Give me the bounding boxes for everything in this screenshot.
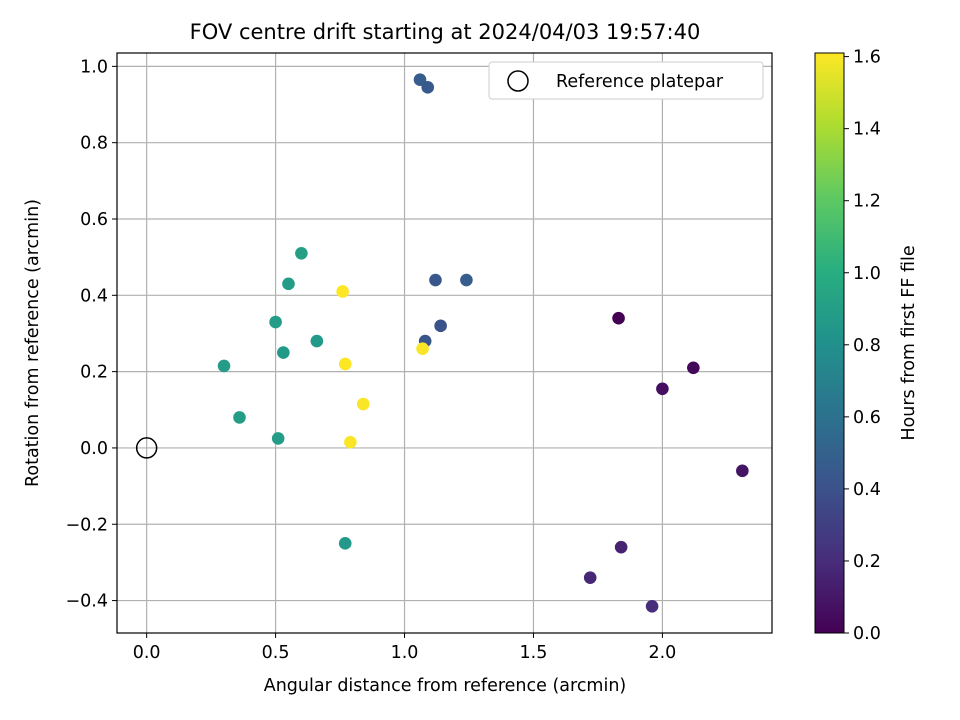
data-point — [338, 357, 352, 371]
colorbar-gradient — [814, 52, 845, 634]
colorbar-tick-label: 0.4 — [853, 480, 881, 500]
colorbar-label: Hours from first FF file — [899, 245, 919, 440]
data-point — [583, 571, 597, 584]
legend-reference-marker — [507, 70, 529, 92]
scatter-points — [135, 73, 749, 613]
x-axis-ticks: 0.0 0.5 1.0 1.5 2.0 — [133, 633, 676, 663]
data-point — [217, 359, 231, 373]
y-tick-label: 0.2 — [80, 363, 108, 383]
chart-title: FOV centre drift starting at 2024/04/03 … — [190, 20, 701, 44]
colorbar-ticks: 0.0 0.2 0.4 0.6 0.8 1.0 1.2 1.4 1.6 — [844, 48, 881, 644]
colorbar-tick-label: 0.0 — [853, 624, 881, 644]
data-point — [736, 464, 749, 478]
data-point — [271, 432, 285, 445]
x-tick-label: 0.0 — [133, 643, 161, 663]
y-tick-label: −0.2 — [66, 515, 109, 535]
plot-frame — [116, 52, 773, 634]
y-tick-label: 0.4 — [80, 286, 108, 306]
x-tick-label: 2.0 — [648, 643, 676, 663]
y-tick-label: 0.8 — [80, 134, 108, 154]
data-point — [413, 73, 427, 87]
y-tick-label: 0.6 — [80, 210, 108, 230]
colorbar-tick-label: 1.0 — [853, 264, 881, 284]
data-point — [277, 346, 290, 359]
data-point — [460, 273, 473, 287]
data-point — [612, 311, 625, 325]
y-tick-label: −0.4 — [66, 592, 109, 612]
data-point — [356, 397, 370, 411]
x-tick-label: 1.0 — [391, 643, 419, 663]
colorbar-tick-label: 1.4 — [853, 120, 881, 140]
x-axis-label: Angular distance from reference (arcmin) — [264, 676, 627, 696]
data-point — [344, 435, 357, 449]
y-axis-label: Rotation from reference (arcmin) — [23, 199, 43, 487]
legend: Reference platepar — [488, 61, 764, 100]
data-point — [233, 411, 246, 424]
data-point — [310, 334, 324, 348]
x-tick-label: 0.5 — [262, 643, 290, 663]
data-point — [434, 319, 447, 333]
reference-point — [135, 437, 158, 459]
colorbar-tick-label: 0.2 — [853, 552, 881, 572]
data-point — [614, 540, 628, 554]
colorbar-tick-label: 0.8 — [853, 336, 881, 356]
colorbar-tick-label: 1.2 — [853, 192, 881, 212]
y-tick-label: 0.0 — [80, 439, 108, 459]
data-point — [295, 247, 308, 260]
data-point — [421, 81, 435, 94]
y-axis-ticks: −0.4 −0.2 0.0 0.2 0.4 0.6 0.8 1.0 — [66, 57, 117, 612]
grid-lines — [117, 53, 772, 633]
colorbar-tick-label: 1.6 — [853, 48, 881, 68]
y-tick-label: 1.0 — [80, 57, 108, 77]
data-point — [336, 285, 349, 298]
data-point — [338, 537, 352, 550]
data-point — [645, 599, 659, 613]
data-point — [269, 315, 282, 329]
data-point — [282, 277, 295, 291]
data-point — [687, 361, 700, 375]
legend-reference-label: Reference platepar — [556, 72, 724, 92]
data-point — [656, 382, 669, 396]
colorbar: 0.0 0.2 0.4 0.6 0.8 1.0 1.2 1.4 1.6 Hours from f… — [814, 48, 919, 644]
data-point — [429, 273, 442, 287]
colorbar-tick-label: 0.6 — [853, 408, 881, 428]
data-point — [416, 342, 429, 356]
x-tick-label: 1.5 — [520, 643, 548, 663]
legend-box — [488, 61, 764, 100]
